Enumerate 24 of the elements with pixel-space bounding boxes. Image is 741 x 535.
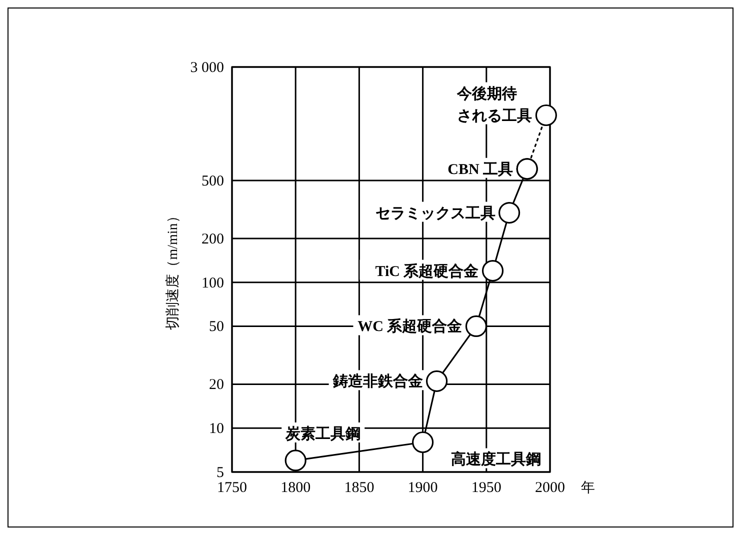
- x-tick-label: 1900: [408, 480, 438, 496]
- y-tick-label: 5: [216, 465, 224, 481]
- y-axis-title: 切削速度（m/min）: [165, 209, 181, 330]
- y-tick-label: 100: [202, 275, 224, 292]
- annotation: CBN 工具: [448, 160, 514, 178]
- x-tick-label: 1800: [280, 480, 311, 496]
- y-tick-label: 10: [209, 421, 224, 438]
- annotation: 高速度工具鋼: [450, 450, 541, 468]
- y-tick-label: 200: [202, 231, 224, 248]
- annotation: 炭素工具鋼: [284, 425, 361, 442]
- y-tick-label: 20: [209, 377, 224, 394]
- annotation: 今後期待される工具: [456, 85, 532, 124]
- x-axis-title: 年: [581, 480, 595, 496]
- annotation: TiC 系超硬合金: [375, 262, 479, 280]
- y-tick-label: 500: [202, 173, 224, 190]
- annotation: セラミックス工具: [375, 204, 496, 222]
- y-tick-label: 3 000: [190, 60, 224, 76]
- y-tick-label: 50: [209, 319, 224, 336]
- x-tick-label: 2000: [535, 480, 565, 496]
- annotation: 鋳造非鉄合金: [332, 373, 423, 390]
- x-tick-label: 1750: [217, 480, 247, 496]
- annotation: WC 系超硬合金: [358, 318, 462, 336]
- x-tick-label: 1850: [344, 480, 374, 496]
- x-tick-label: 1950: [471, 480, 502, 496]
